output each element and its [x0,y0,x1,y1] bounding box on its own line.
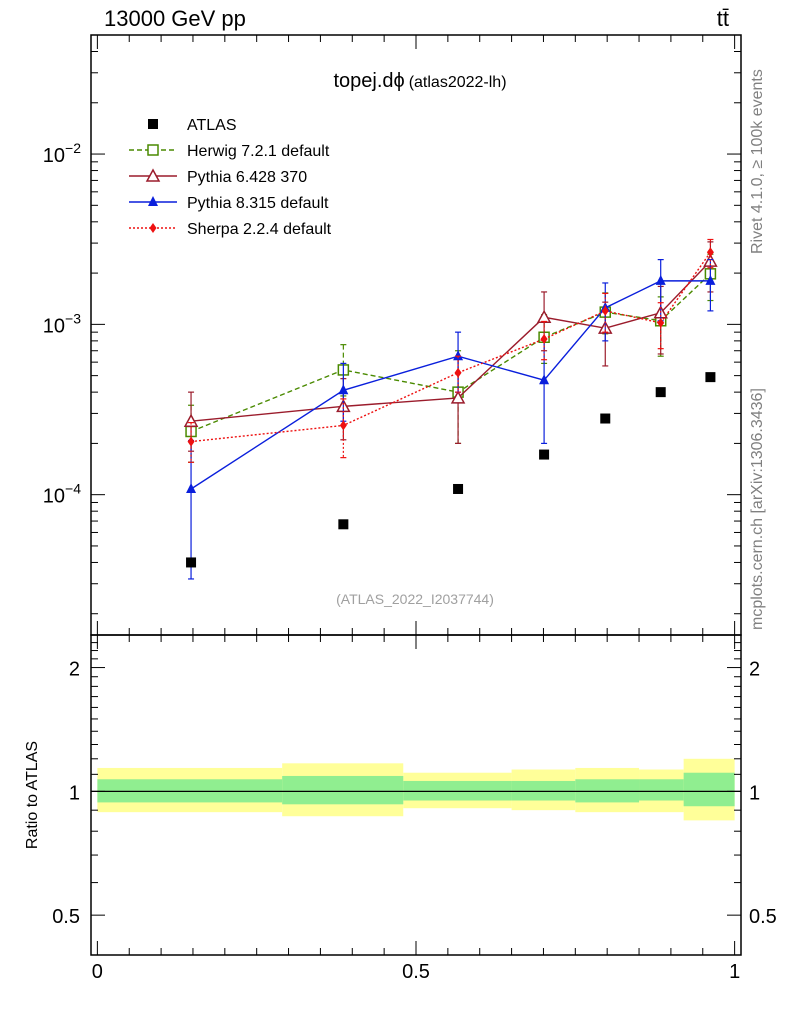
header-ttbar-label: tt̄ [717,6,729,31]
stat-uncertainty-band [511,780,576,801]
ratio-ylabel: Ratio to ATLAS [24,741,41,849]
stat-uncertainty-band [639,779,684,801]
ratio-y-tick-label-right: 2 [749,659,760,681]
y-tick-label: 10−3 [43,310,81,337]
data-point [657,317,665,328]
data-point [338,519,349,530]
legend-item: ATLAS [148,117,237,134]
legend: ATLAS Herwig 7.2.1 default Pythia 6.428 37… [129,117,332,238]
data-point [454,367,462,378]
data-point [655,387,666,398]
legend-label: Pythia 6.428 370 [187,169,307,186]
main-plot-panel: 10−210−310−4 topej.dϕ (atlas2022-lh) (ATL… [43,34,742,636]
data-point [186,557,197,568]
data-point [601,305,609,316]
y-tick-exponent: −2 [65,140,81,156]
data-point [183,413,199,427]
data-point [145,168,161,182]
legend-label: ATLAS [187,117,237,134]
x-tick-label: 1 [729,961,740,983]
data-point [600,413,611,424]
data-point [539,449,550,460]
data-point [453,350,464,361]
legend-label: Pythia 8.315 default [187,195,329,212]
plot-title-main: topej.dϕ [333,70,404,92]
data-point [338,384,349,395]
data-point [148,119,158,129]
stat-uncertainty-band [282,775,404,805]
y-tick-mantissa: 10 [43,315,65,337]
rivet-version-label: Rivet 4.1.0, ≥ 100k events [749,69,766,254]
y-tick-label: 10−2 [43,140,81,167]
series-pythia-6-428-370 [183,241,718,452]
data-point [186,482,197,493]
ratio-y-tick-label-right: 0.5 [749,906,777,928]
plot-title-sub: (atlas2022-lh) [409,74,507,91]
legend-label: Herwig 7.2.1 default [187,143,330,160]
data-point [149,223,157,233]
ratio-y-tick-label-left: 1 [69,782,80,804]
x-tick-label: 0 [92,961,103,983]
header-process-label: 13000 GeV pp [104,6,246,31]
legend-label: Sherpa 2.2.4 default [187,221,332,238]
ratio-y-tick-label-left: 2 [69,659,80,681]
legend-item: Sherpa 2.2.4 default [129,221,332,238]
series-pythia-8-315-default [186,259,716,580]
legend-item: Pythia 8.315 default [129,195,329,212]
watermark-analysis-id: (ATLAS_2022_I2037744) [336,591,494,607]
y-tick-exponent: −3 [65,310,81,326]
stat-uncertainty-band [683,772,735,807]
data-point [540,334,548,345]
data-point [453,483,464,494]
data-point [148,196,158,206]
x-tick-label: 0.5 [402,961,430,983]
y-tick-exponent: −4 [65,481,81,497]
data-point [536,309,552,324]
series-line [190,273,711,433]
data-point [339,420,347,431]
data-point [450,390,466,404]
series-line [190,280,711,490]
ratio-y-tick-label-right: 1 [749,782,760,804]
legend-item: Pythia 6.428 370 [129,168,307,186]
ratio-plot-frame [90,634,742,956]
ratio-y-tick-label-left: 0.5 [52,906,80,928]
data-point [705,372,716,383]
y-tick-mantissa: 10 [43,145,65,167]
data-point [539,374,550,385]
plot-title: topej.dϕ (atlas2022-lh) [333,70,506,92]
stat-uncertainty-band [403,780,512,801]
y-tick-mantissa: 10 [43,486,65,508]
data-point [655,274,666,285]
legend-item: Herwig 7.2.1 default [129,143,330,160]
series-sherpa-2-2-4-default [187,238,714,463]
ratio-plot-panel: 2 2 1 1 0.5 0.5 0 0.5 1 Ratio to ATLAS [24,634,777,983]
y-tick-label: 10−4 [43,481,81,508]
series-line [190,260,711,422]
data-point [706,247,714,258]
data-point [187,436,195,447]
source-label: mcplots.cern.ch [arXiv:1306.3436] [749,388,766,630]
series-atlas [186,372,716,568]
data-point [147,144,159,156]
data-point [705,274,716,285]
